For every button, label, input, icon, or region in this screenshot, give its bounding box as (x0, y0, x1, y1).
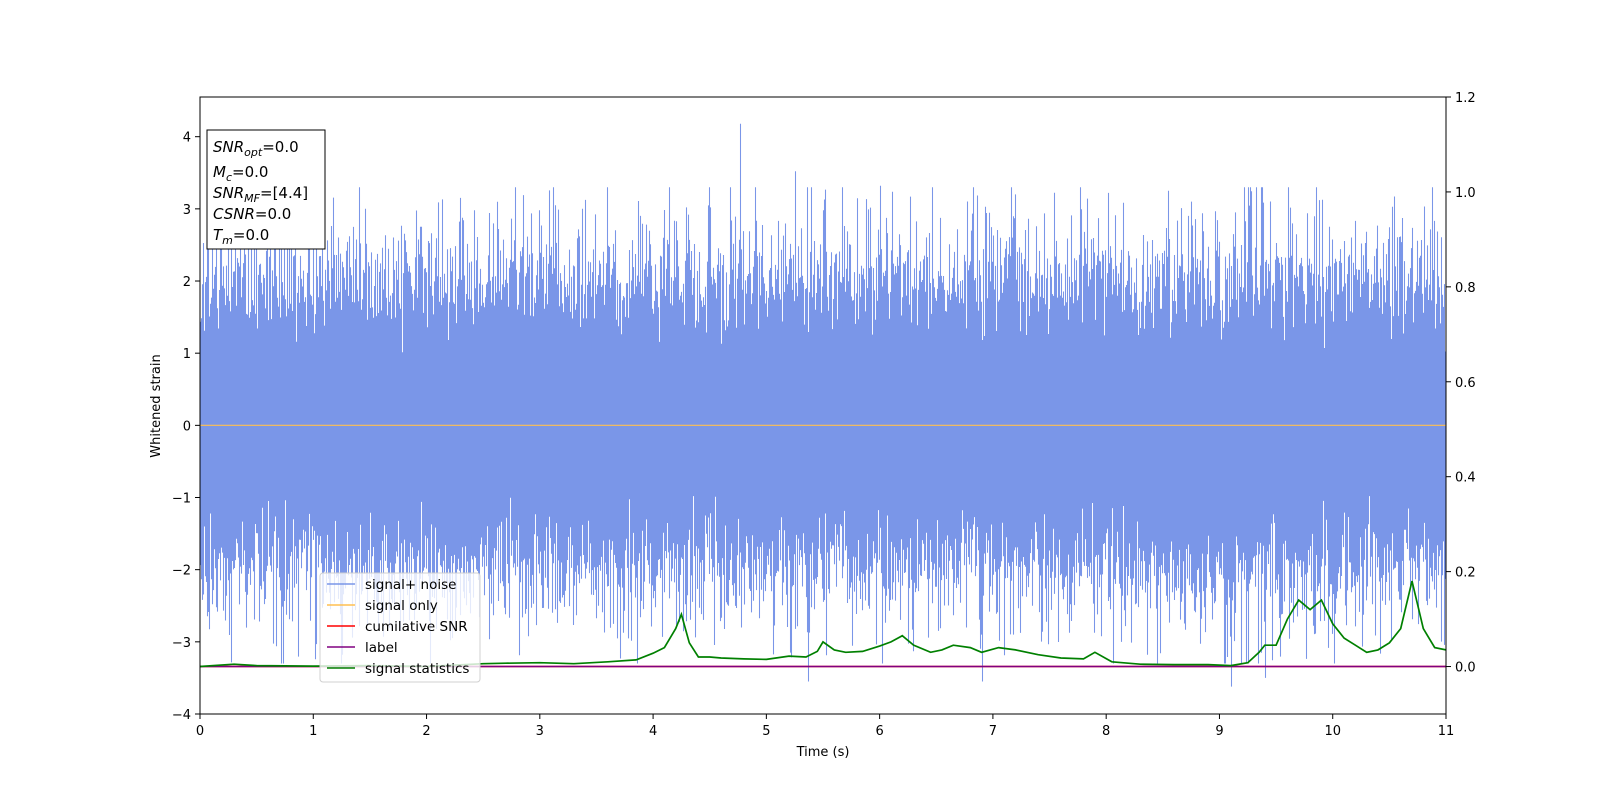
x-tick-label: 2 (422, 724, 430, 739)
annotation-subscript: MF (244, 192, 260, 205)
y-tick-label: 2 (183, 275, 191, 290)
x-axis-label: Time (s) (796, 745, 850, 760)
annotation-value: =0.0 (232, 163, 268, 181)
legend-entry: signal statistics (365, 661, 469, 677)
y2-tick-label: 0.4 (1455, 471, 1476, 486)
y-tick-label: −1 (172, 492, 191, 507)
y2-tick-label: 0.0 (1455, 661, 1476, 676)
y-tick-label: −3 (172, 636, 191, 651)
x-tick-label: 9 (1215, 724, 1223, 739)
y-axis-right: 0.0 0.2 0.4 0.6 0.8 1.0 1.2 (1446, 91, 1476, 676)
annotation-line: SNRMF=[4.4] (213, 184, 308, 205)
legend-entry: signal only (365, 598, 438, 614)
annotation-value: =0.0 (255, 205, 291, 223)
series-layer (200, 123, 1446, 687)
annotation-value: =0.0 (262, 138, 298, 156)
x-tick-label: 11 (1438, 724, 1455, 739)
legend-frame (319, 572, 481, 683)
x-tick-label: 3 (536, 724, 544, 739)
y-tick-label: 0 (183, 419, 191, 434)
annotation-box: SNRopt=0.0Mc=0.0SNRMF=[4.4]CSNR=0.0Tm=0.… (206, 129, 326, 250)
series-signal-statistics (200, 580, 1446, 668)
annotation-line: SNRopt=0.0 (213, 138, 299, 159)
x-tick-label: 8 (1102, 724, 1110, 739)
legend-entry: signal+ noise (365, 577, 456, 593)
plot-frame (199, 96, 1447, 715)
y2-tick-label: 1.0 (1455, 186, 1476, 201)
annotation-symbol: M (213, 163, 226, 181)
legend: signal+ noise signal only cumilative SNR la… (319, 572, 481, 683)
x-tick-label: 10 (1324, 724, 1341, 739)
y2-tick-label: 0.6 (1455, 376, 1476, 391)
y-tick-label: −4 (172, 708, 191, 723)
annotation-subscript: opt (244, 146, 263, 159)
annotation-symbol: CSNR (213, 205, 255, 223)
x-tick-label: 0 (196, 724, 204, 739)
x-tick-label: 1 (309, 724, 317, 739)
x-tick-label: 5 (762, 724, 770, 739)
legend-entry: label (365, 640, 398, 656)
y-tick-label: −2 (172, 564, 191, 579)
annotation-value: =[4.4] (260, 184, 308, 202)
annotation-symbol: T (213, 226, 224, 244)
x-tick-label: 7 (989, 724, 997, 739)
annotation-subscript: c (226, 171, 232, 184)
y-axis-label: Whitened strain (149, 354, 164, 457)
y-axis-left: −4 −3 −2 −1 0 1 2 3 4 (172, 131, 200, 723)
annotation-symbol: SNR (213, 184, 244, 202)
y2-tick-label: 0.8 (1455, 281, 1476, 296)
x-tick-label: 4 (649, 724, 657, 739)
legend-entry: cumilative SNR (365, 619, 468, 635)
x-axis: 0 1 2 3 4 5 6 7 8 9 10 11 (196, 714, 1454, 739)
y2-tick-label: 0.2 (1455, 566, 1476, 581)
annotation-line: Tm=0.0 (213, 226, 269, 247)
x-tick-label: 6 (875, 724, 883, 739)
y-tick-label: 1 (183, 347, 191, 362)
annotation-subscript: m (222, 234, 233, 247)
y-tick-label: 4 (183, 131, 191, 146)
annotation-value: =0.0 (233, 226, 269, 244)
annotation-frame (206, 129, 326, 250)
annotation-symbol: SNR (213, 138, 244, 156)
y2-tick-label: 1.2 (1455, 91, 1476, 106)
annotation-line: CSNR=0.0 (213, 205, 291, 223)
y-tick-label: 3 (183, 203, 191, 218)
annotation-line: Mc=0.0 (213, 163, 268, 184)
